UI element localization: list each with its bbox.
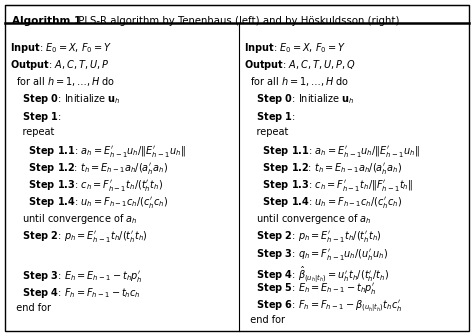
Text: repeat: repeat: [10, 127, 55, 137]
Text: $\mathbf{Step\ 1.1}$: $a_h = E_{h-1}^{\prime}u_h/\|E_{h-1}^{\prime}u_h\|$: $\mathbf{Step\ 1.1}$: $a_h = E_{h-1}^{\p…: [10, 144, 186, 159]
Text: $\mathbf{Step\ 1.4}$: $u_h = F_{h-1}c_h/(c_h^{\prime}c_h)$: $\mathbf{Step\ 1.4}$: $u_h = F_{h-1}c_h/…: [244, 195, 402, 210]
Text: until convergence of $a_h$: until convergence of $a_h$: [10, 212, 138, 226]
Text: $\mathbf{Step\ 1}$:: $\mathbf{Step\ 1}$:: [244, 110, 296, 124]
Text: $\mathbf{Step\ 1.4}$: $u_h = F_{h-1}c_h/(c_h^{\prime}c_h)$: $\mathbf{Step\ 1.4}$: $u_h = F_{h-1}c_h/…: [10, 195, 169, 210]
Text: for all $h = 1,\ldots, H$ do: for all $h = 1,\ldots, H$ do: [244, 75, 349, 88]
Text: $\mathbf{Step\ 1.2}$: $t_h = E_{h-1}a_h/(a_h^{\prime}a_h)$: $\mathbf{Step\ 1.2}$: $t_h = E_{h-1}a_h/…: [10, 161, 168, 176]
Text: $\mathbf{Step\ 4}$: $F_h = F_{h-1} - t_hc_h$: $\mathbf{Step\ 4}$: $F_h = F_{h-1} - t_h…: [10, 286, 141, 300]
Text: Algorithm 1: Algorithm 1: [12, 16, 81, 26]
Text: end for: end for: [244, 315, 285, 325]
FancyBboxPatch shape: [5, 5, 469, 331]
Text: $\mathbf{Output}$: $A,C,T,U,P$: $\mathbf{Output}$: $A,C,T,U,P$: [10, 58, 109, 72]
Text: $\mathbf{Step\ 1.3}$: $c_h = F_{h-1}^{\prime}t_h/\|F_{h-1}^{\prime}t_h\|$: $\mathbf{Step\ 1.3}$: $c_h = F_{h-1}^{\p…: [244, 178, 413, 193]
Text: for all $h = 1,\ldots, H$ do: for all $h = 1,\ldots, H$ do: [10, 75, 116, 88]
Text: $\mathbf{Step\ 3}$: $E_h = E_{h-1} - t_hp_h^{\prime}$: $\mathbf{Step\ 3}$: $E_h = E_{h-1} - t_h…: [10, 269, 143, 284]
Text: until convergence of $a_h$: until convergence of $a_h$: [244, 212, 372, 226]
Text: $\mathbf{Step\ 3}$: $q_h = F_{h-1}^{\prime}u_h/(u_h^{\prime}u_h)$: $\mathbf{Step\ 3}$: $q_h = F_{h-1}^{\pri…: [244, 247, 388, 262]
Text: $\mathbf{Step\ 1.3}$: $c_h = F_{h-1}^{\prime}t_h/(t_h^{\prime}t_h)$: $\mathbf{Step\ 1.3}$: $c_h = F_{h-1}^{\p…: [10, 178, 164, 193]
Text: $\mathbf{Input}$: $E_0{=}X$, $F_0{=}Y$: $\mathbf{Input}$: $E_0{=}X$, $F_0{=}Y$: [10, 41, 112, 55]
Text: PLS-R algorithm by Tenenhaus (left) and by Höskuldsson (right): PLS-R algorithm by Tenenhaus (left) and …: [75, 16, 400, 26]
Text: $\mathbf{Step\ 2}$: $p_h = E_{h-1}^{\prime}t_h/(t_h^{\prime}t_h)$: $\mathbf{Step\ 2}$: $p_h = E_{h-1}^{\pri…: [244, 229, 382, 245]
Text: $\mathbf{Step\ 5}$: $E_h = E_{h-1} - t_hp_h^{\prime}$: $\mathbf{Step\ 5}$: $E_h = E_{h-1} - t_h…: [244, 281, 377, 296]
Text: $\mathbf{Step\ 1.1}$: $a_h = E_{h-1}^{\prime}u_h/\|E_{h-1}^{\prime}u_h\|$: $\mathbf{Step\ 1.1}$: $a_h = E_{h-1}^{\p…: [244, 144, 420, 159]
Text: $\mathbf{Step\ 2}$: $p_h = E_{h-1}^{\prime}t_h/(t_h^{\prime}t_h)$: $\mathbf{Step\ 2}$: $p_h = E_{h-1}^{\pri…: [10, 229, 148, 245]
Text: $\mathbf{Step\ 1}$:: $\mathbf{Step\ 1}$:: [10, 110, 62, 124]
Text: repeat: repeat: [244, 127, 289, 137]
Text: $\mathbf{Step\ 0}$: Initialize $\mathbf{u}_h$: $\mathbf{Step\ 0}$: Initialize $\mathbf{…: [244, 92, 355, 107]
Text: end for: end for: [10, 303, 51, 313]
Text: $\mathbf{Output}$: $A,C,T,U,P,Q$: $\mathbf{Output}$: $A,C,T,U,P,Q$: [244, 58, 356, 72]
Text: $\mathbf{Step\ 0}$: Initialize $\mathbf{u}_h$: $\mathbf{Step\ 0}$: Initialize $\mathbf{…: [10, 92, 121, 107]
Text: $\mathbf{Step\ 1.2}$: $t_h = E_{h-1}a_h/(a_h^{\prime}a_h)$: $\mathbf{Step\ 1.2}$: $t_h = E_{h-1}a_h/…: [244, 161, 402, 176]
Text: $\mathbf{Input}$: $E_0{=}X$, $F_0{=}Y$: $\mathbf{Input}$: $E_0{=}X$, $F_0{=}Y$: [244, 41, 346, 55]
Text: $\mathbf{Step\ 4}$: $\hat{\beta}_{(u_h|t_h)} = u_h^{\prime}t_h/(t_h^{\prime}/t_h: $\mathbf{Step\ 4}$: $\hat{\beta}_{(u_h|t…: [244, 264, 389, 284]
Text: $\mathbf{Step\ 6}$: $F_h = F_{h-1} - \beta_{(u_h|t_h)}t_hc_h^{\prime}$: $\mathbf{Step\ 6}$: $F_h = F_{h-1} - \be…: [244, 298, 402, 314]
